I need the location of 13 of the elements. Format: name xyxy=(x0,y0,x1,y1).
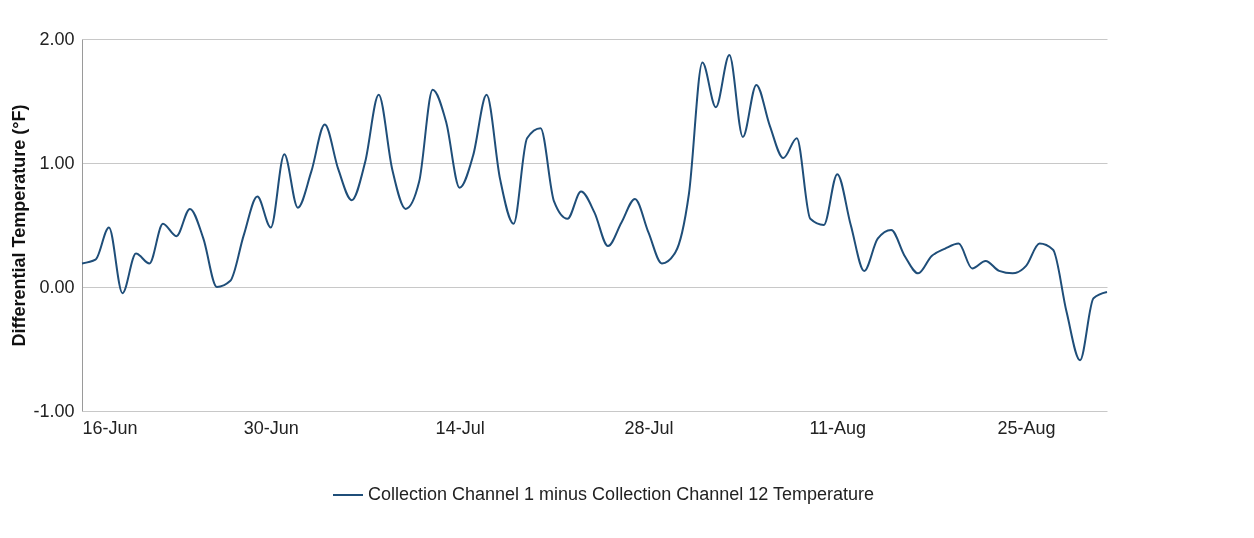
x-tick-label: 25-Aug xyxy=(997,417,1056,438)
x-tick-label: 30-Jun xyxy=(243,417,299,438)
line-series xyxy=(81,54,1108,362)
x-tick-label: 16-Jun xyxy=(82,417,138,438)
y-tick-label: 0.00 xyxy=(39,276,75,297)
x-tick-label: 11-Aug xyxy=(809,417,867,438)
x-tick-label: 14-Jul xyxy=(435,417,485,438)
legend-label: Collection Channel 1 minus Collection Channel 12 Temperature xyxy=(368,484,874,504)
y-axis-title: Differential Temperature (°F) xyxy=(9,104,30,347)
x-tick-label: 28-Jul xyxy=(624,417,674,438)
y-tick-label: -1.00 xyxy=(33,400,75,421)
y-tick-label: 1.00 xyxy=(39,152,75,173)
y-tick-label: 2.00 xyxy=(39,28,75,49)
